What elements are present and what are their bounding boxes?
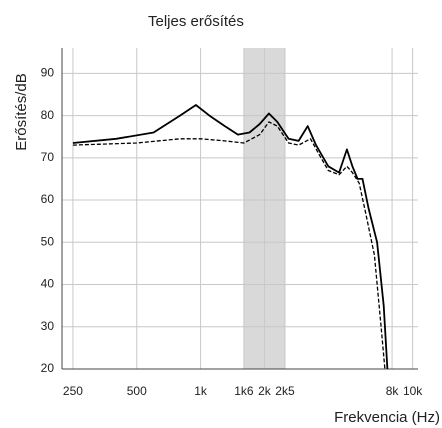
x-tick-label: 2k	[258, 384, 272, 398]
x-tick-label: 1k6	[234, 384, 254, 398]
y-tick-label: 60	[41, 192, 55, 206]
y-tick-label: 50	[41, 234, 55, 248]
y-tick-label: 30	[41, 319, 55, 333]
x-tick-label: 10k	[403, 384, 423, 398]
x-tick-label: 1k	[194, 384, 208, 398]
x-tick-label: 2k5	[275, 384, 295, 398]
y-tick-label: 40	[41, 277, 55, 291]
y-tick-label: 20	[41, 361, 55, 375]
line	[72, 104, 389, 370]
y-axis-label: Erősítés/dB	[13, 73, 30, 151]
y-tick-label: 90	[41, 66, 55, 80]
y-tick-label: 80	[41, 108, 55, 122]
x-axis-label: Frekvencia (Hz)	[334, 409, 440, 426]
x-tick-label: 500	[127, 384, 147, 398]
x-tick-label: 250	[63, 384, 83, 398]
chart-title: Teljes erősítés	[148, 13, 244, 30]
y-tick-label: 70	[41, 150, 55, 164]
line	[72, 121, 386, 370]
x-tick-label: 8k	[386, 384, 400, 398]
